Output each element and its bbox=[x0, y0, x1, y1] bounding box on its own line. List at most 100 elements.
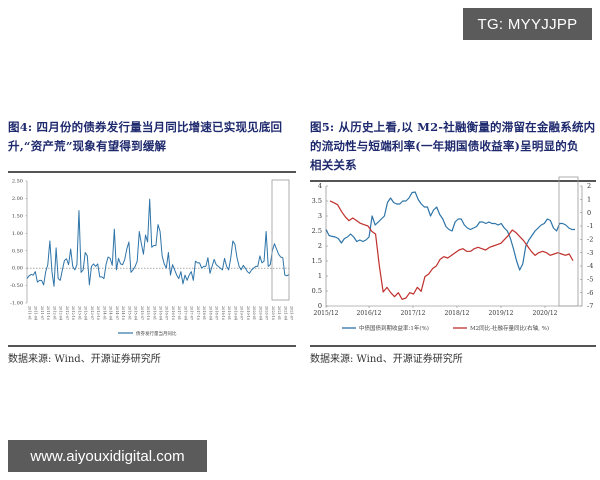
right-y-tick-label: -6 bbox=[587, 289, 593, 297]
figure5-bottom-divider bbox=[310, 345, 596, 347]
right-y-tick-label: -3 bbox=[587, 249, 593, 257]
x-tick-label: 2015-10 bbox=[146, 306, 150, 320]
x-tick-label: 2016-10 bbox=[171, 306, 175, 320]
x-tick-label: 2012-07 bbox=[65, 306, 69, 320]
x-tick-label: 2018-10 bbox=[221, 306, 225, 320]
x-tick-label: 2021-01 bbox=[277, 306, 281, 320]
x-tick-label: 2021-07 bbox=[290, 306, 294, 320]
x-tick-label: 2013-01 bbox=[77, 306, 81, 320]
x-tick-label: 2016-07 bbox=[165, 306, 169, 320]
x-tick-label: 2020-07 bbox=[265, 306, 269, 320]
x-tick-label: 2012-01 bbox=[52, 306, 56, 320]
x-tick-label: 2017/12 bbox=[401, 310, 426, 317]
left-y-tick-label: 0.5 bbox=[312, 287, 322, 295]
y-tick-label: 0.50 bbox=[12, 248, 23, 254]
figure4-bottom-divider bbox=[8, 345, 296, 347]
x-tick-label: 2014-10 bbox=[121, 306, 125, 320]
right-y-tick-label: -4 bbox=[587, 262, 593, 270]
figure4-title: 图4: 四月份的债券发行量当月同比增速已实现见底回 升,“资产荒”现象有望得到缓… bbox=[8, 118, 298, 156]
left-y-tick-label: 1 bbox=[318, 272, 322, 280]
figure5-title-line2: 的流动性与短端利率(一年期国债收益率)呈明显的负 bbox=[310, 139, 579, 153]
x-tick-label: 2016-01 bbox=[152, 306, 156, 320]
right-y-tick-label: -5 bbox=[587, 276, 593, 284]
x-tick-label: 2014-04 bbox=[109, 306, 113, 320]
x-tick-label: 2016/12 bbox=[357, 310, 382, 317]
left-y-tick-label: 2.5 bbox=[312, 227, 322, 235]
x-tick-label: 2018-01 bbox=[202, 306, 206, 320]
bond-issuance-yoy-line bbox=[26, 198, 290, 287]
x-tick-label: 2017-01 bbox=[177, 306, 181, 320]
x-tick-label: 2014-07 bbox=[115, 306, 119, 320]
figure4-top-divider bbox=[8, 171, 296, 173]
x-tick-label: 2019-07 bbox=[240, 306, 244, 320]
y-tick-label: -0.50 bbox=[10, 283, 23, 289]
x-tick-label: 2011-10 bbox=[46, 306, 50, 320]
y-tick-label: 2.00 bbox=[12, 196, 23, 202]
x-tick-label: 2017-04 bbox=[183, 306, 187, 320]
x-tick-label: 2013-04 bbox=[84, 306, 88, 320]
y-tick-label: 0.00 bbox=[12, 266, 23, 272]
x-tick-label: 2020-04 bbox=[258, 306, 262, 320]
x-tick-label: 2014-01 bbox=[102, 306, 106, 320]
x-tick-label: 2021-04 bbox=[283, 306, 287, 320]
watermark-top: TG: MYYJJPP bbox=[463, 8, 592, 40]
x-tick-label: 2015-07 bbox=[140, 306, 144, 320]
left-y-tick-label: 0 bbox=[318, 302, 322, 310]
legend-label-m2-tsf: M2同比-社融存量同比(右轴, %) bbox=[470, 324, 549, 332]
right-y-tick-label: -1 bbox=[587, 222, 593, 230]
y-tick-label: 1.00 bbox=[12, 231, 23, 237]
x-tick-label: 2016-04 bbox=[159, 306, 163, 320]
x-tick-label: 2020-01 bbox=[252, 306, 256, 320]
y-tick-label: -1.00 bbox=[10, 301, 23, 307]
x-tick-label: 2011-01 bbox=[28, 306, 32, 320]
x-tick-label: 2019-04 bbox=[233, 306, 237, 320]
x-tick-label: 2018/12 bbox=[445, 310, 470, 317]
figure4-title-line2: 升,“资产荒”现象有望得到缓解 bbox=[8, 139, 167, 153]
left-y-tick-label: 2 bbox=[318, 242, 322, 250]
x-tick-label: 2019/12 bbox=[489, 310, 514, 317]
left-y-tick-label: 4 bbox=[318, 182, 322, 190]
y-tick-label: 2.50 bbox=[12, 179, 23, 185]
highlight-box bbox=[558, 176, 579, 307]
x-tick-label: 2019-10 bbox=[246, 306, 250, 320]
legend-label-yield: 中债国债到期收益率:1年(%) bbox=[359, 324, 429, 332]
left-y-tick-label: 3 bbox=[318, 212, 322, 220]
x-tick-label: 2018-07 bbox=[215, 306, 219, 320]
figure5-title-line1: 图5: 从历史上看,以 M2-社融衡量的滞留在金融系统内 bbox=[310, 120, 596, 134]
left-y-tick-label: 3.5 bbox=[312, 197, 322, 205]
figure5-title-line3: 相关关系 bbox=[310, 158, 357, 172]
x-tick-label: 2015-04 bbox=[134, 306, 138, 320]
x-tick-label: 2020-10 bbox=[271, 306, 275, 320]
figure5-chart: 4 3.5 3 2.5 2 1.5 1 0.5 0 2 1 0 -1 -2 -3 -4 -5 -6 -7 2015/1… bbox=[312, 176, 593, 332]
right-y-tick-label: 2 bbox=[587, 182, 591, 190]
x-tick-label: 2011-04 bbox=[34, 306, 38, 320]
x-tick-label: 2020/12 bbox=[533, 310, 558, 317]
x-tick-label: 2012-04 bbox=[59, 306, 63, 320]
x-tick-label: 2015/12 bbox=[314, 310, 339, 317]
left-y-tick-label: 1.5 bbox=[312, 257, 322, 265]
figure4-chart: 2.50 2.00 1.50 1.00 0.50 0.00 -0.50 -1.00 2011-0… bbox=[10, 179, 293, 337]
x-tick-label: 2011-07 bbox=[40, 306, 44, 320]
right-y-tick-label: 1 bbox=[587, 196, 591, 204]
figure5-source: 数据来源: Wind、开源证券研究所 bbox=[310, 354, 463, 365]
x-tick-label: 2013-07 bbox=[90, 306, 94, 320]
x-tick-label: 2015-01 bbox=[127, 306, 131, 320]
highlight-box bbox=[271, 179, 290, 301]
y-tick-label: 1.50 bbox=[12, 213, 23, 219]
figure4-source: 数据来源: Wind、开源证券研究所 bbox=[8, 354, 161, 365]
watermark-bottom: www.aiyouxidigital.com bbox=[8, 440, 207, 472]
x-tick-label: 2017-10 bbox=[196, 306, 200, 320]
x-tick-label: 2019-01 bbox=[227, 306, 231, 320]
m2-minus-tsf-line bbox=[329, 200, 574, 300]
right-y-tick-label: 0 bbox=[587, 209, 591, 217]
figure5-title: 图5: 从历史上看,以 M2-社融衡量的滞留在金融系统内 的流动性与短端利率(一… bbox=[310, 118, 598, 175]
right-y-tick-label: -2 bbox=[587, 236, 593, 244]
right-y-tick-label: -7 bbox=[587, 302, 593, 310]
figure5-top-divider bbox=[310, 180, 596, 182]
x-tick-label: 2017-07 bbox=[190, 306, 194, 320]
x-tick-label: 2018-04 bbox=[208, 306, 212, 320]
legend-label: 债券发行量当月同比 bbox=[136, 330, 177, 337]
treasury-1y-yield-line bbox=[325, 191, 575, 271]
x-tick-label: 2012-10 bbox=[71, 306, 75, 320]
